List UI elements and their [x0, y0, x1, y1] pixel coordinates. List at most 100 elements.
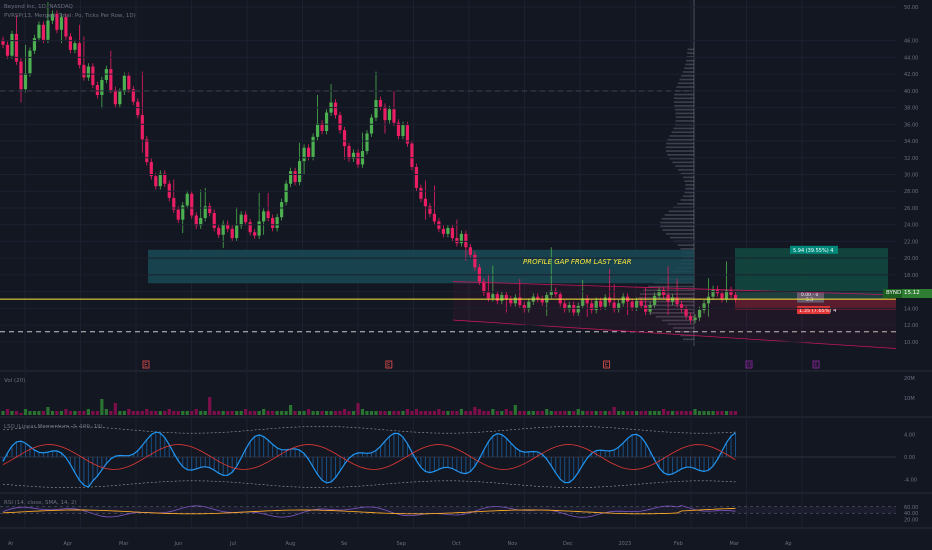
- volume-bar: [104, 409, 108, 415]
- volume-bar: [405, 409, 410, 415]
- candle-body: [275, 217, 279, 229]
- volume-bar: [86, 409, 90, 415]
- profile-bar: [684, 180, 694, 182]
- profile-bar: [684, 67, 694, 70]
- profile-bar: [660, 225, 694, 228]
- profile-bar: [661, 218, 694, 220]
- volume-bar: [590, 411, 594, 415]
- volume-bar: [185, 411, 189, 415]
- volume-bar: [396, 411, 401, 415]
- profile-bar: [662, 229, 694, 231]
- y-tick-label-14: 20.00: [904, 256, 918, 262]
- candle-body: [392, 109, 396, 123]
- candle-body: [455, 238, 459, 244]
- candle-body: [522, 305, 526, 310]
- volume-bar: [392, 411, 396, 415]
- x-tick-label-14: Ap: [785, 541, 792, 547]
- volume-bar: [235, 411, 239, 415]
- volume-bar: [176, 411, 180, 415]
- volume-bar: [513, 405, 517, 415]
- candle-body: [82, 64, 86, 78]
- profile-bar: [678, 169, 694, 171]
- profile-bar: [649, 312, 694, 314]
- volume-bar: [10, 411, 14, 415]
- candle-body: [688, 315, 693, 321]
- candle-body: [10, 33, 14, 56]
- candle-body: [419, 187, 423, 199]
- ratio-label: 0.00 - 0: [801, 292, 819, 298]
- profile-bar: [667, 154, 694, 156]
- candle-body: [226, 223, 230, 229]
- volume-bar: [509, 411, 513, 415]
- candle-body: [594, 300, 598, 311]
- volume-bar: [365, 411, 369, 415]
- candle-body: [554, 290, 558, 295]
- rsi-legend: RSI (14, close, SMA, 14, 2): [4, 500, 77, 506]
- channel-upper: [452, 281, 897, 296]
- volume-bar: [410, 411, 414, 415]
- volume-bar: [635, 411, 639, 415]
- profile-bar: [668, 210, 694, 213]
- candle-body: [262, 211, 266, 222]
- candle-body: [122, 75, 126, 92]
- volume-bar: [329, 411, 333, 415]
- volume-bar: [554, 411, 558, 415]
- profile-bar: [665, 233, 694, 235]
- candle-body: [194, 215, 198, 226]
- candle-body: [280, 202, 284, 218]
- earnings-marker-0: [142, 360, 150, 369]
- volume-bar: [432, 411, 437, 415]
- x-tick-label-2: Mar: [119, 541, 129, 547]
- candle-body: [324, 112, 329, 131]
- volume-bar: [585, 411, 589, 415]
- profile-bar: [665, 150, 694, 152]
- volume-bar: [37, 411, 41, 415]
- volume-bar: [194, 409, 198, 415]
- x-tick-label-12: Feb: [674, 541, 683, 547]
- volume-bar: [244, 409, 248, 415]
- y-tick-label-13: 22.00: [904, 239, 918, 245]
- volume-bar: [253, 411, 257, 415]
- volume-bar: [369, 411, 374, 415]
- candle-body: [100, 79, 104, 96]
- volume-tick-0: 20M: [904, 376, 915, 382]
- volume-bar: [558, 411, 562, 415]
- profile-bar: [643, 289, 694, 292]
- candle-body: [140, 115, 144, 140]
- candle-body: [5, 44, 10, 56]
- profile-bar: [677, 82, 694, 85]
- candle-body: [46, 20, 50, 40]
- volume-bar: [666, 411, 670, 415]
- profile-bar: [687, 48, 694, 51]
- profile-bar: [669, 236, 694, 239]
- zones: PROFILE GAP FROM LAST YEAR 5.94 (39.55%) …: [148, 245, 896, 315]
- volume-bar: [599, 411, 603, 415]
- candle-body: [468, 247, 472, 255]
- rsi-tick-1: 40.00: [904, 511, 918, 517]
- candle-body: [653, 295, 657, 306]
- volume-bar: [311, 411, 315, 415]
- candle-body: [405, 125, 410, 144]
- volume-bar: [675, 411, 679, 415]
- profile-bar: [667, 323, 694, 326]
- profile-bar: [683, 338, 694, 341]
- volume-bar: [136, 411, 140, 415]
- candle-body: [464, 233, 468, 248]
- stop-label-bg: [797, 306, 830, 315]
- volume-bar: [14, 411, 19, 415]
- volume-bar: [91, 411, 95, 415]
- volume-bar: [226, 411, 230, 415]
- earnings-marker-label-4: E: [814, 363, 817, 369]
- candle-body: [441, 228, 446, 234]
- candle-body: [518, 297, 522, 306]
- profile-bar: [684, 191, 694, 194]
- profile-bar: [680, 199, 694, 201]
- profile-bar: [675, 120, 694, 122]
- candle-body: [86, 66, 90, 78]
- volume-bar: [181, 411, 185, 415]
- profile-bar: [682, 71, 694, 73]
- volume-bar: [679, 411, 684, 415]
- profile-bar: [638, 297, 694, 299]
- candle-body: [410, 143, 414, 167]
